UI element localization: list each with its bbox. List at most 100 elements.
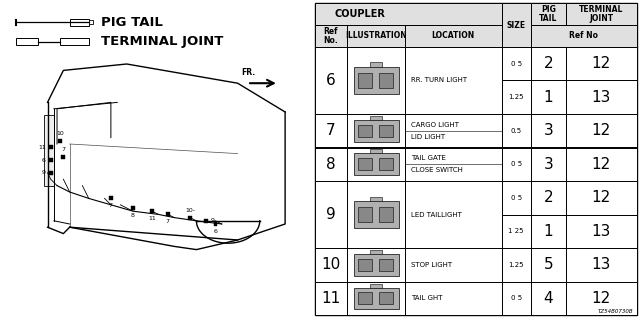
Text: 12: 12 (592, 291, 611, 306)
Bar (531, 215, 566, 248)
Text: Ref No: Ref No (569, 31, 598, 40)
Bar (566, 47, 637, 80)
Bar (315, 181, 347, 248)
Bar (353, 201, 399, 228)
Text: TZ54B0730B: TZ54B0730B (598, 308, 634, 314)
Text: 12: 12 (592, 56, 611, 71)
Bar (502, 248, 531, 282)
Text: 0.5: 0.5 (511, 128, 522, 134)
Bar (58, 139, 62, 143)
Text: SIZE: SIZE (506, 20, 525, 29)
Bar (214, 222, 218, 226)
Bar (566, 282, 637, 315)
Bar (358, 73, 372, 88)
Text: 0 5: 0 5 (511, 295, 522, 301)
Text: 11: 11 (148, 216, 156, 221)
Text: 1 25: 1 25 (508, 228, 524, 234)
Text: 1: 1 (543, 224, 553, 239)
Bar (531, 282, 566, 315)
Bar (44, 115, 54, 186)
Bar (566, 80, 637, 114)
Bar (353, 153, 399, 175)
Text: 6: 6 (326, 73, 336, 88)
Text: 11: 11 (321, 291, 340, 306)
Bar (315, 148, 347, 181)
Bar (315, 25, 347, 47)
Text: 7: 7 (61, 147, 65, 152)
Text: 3: 3 (543, 123, 553, 138)
Bar (405, 248, 502, 282)
Bar (347, 25, 405, 47)
Bar (370, 284, 383, 288)
Text: 10: 10 (321, 257, 340, 272)
Bar (405, 47, 502, 114)
Text: 1.25: 1.25 (508, 262, 524, 268)
Text: 2: 2 (543, 56, 553, 71)
Text: 8: 8 (131, 213, 135, 218)
Bar (166, 212, 170, 216)
Bar (358, 292, 372, 304)
Bar (70, 19, 89, 26)
Bar (502, 47, 531, 80)
Text: 13: 13 (592, 257, 611, 272)
Text: 10: 10 (56, 131, 64, 136)
Text: 13: 13 (592, 224, 611, 239)
Bar (502, 181, 531, 215)
Bar (566, 114, 637, 148)
Bar (502, 114, 531, 148)
Bar (502, 3, 531, 47)
Bar (380, 125, 393, 137)
Bar (405, 114, 502, 148)
Text: PIG
TAIL: PIG TAIL (539, 5, 557, 23)
Bar (347, 148, 405, 181)
Bar (315, 47, 347, 114)
Bar (380, 292, 393, 304)
Text: 2: 2 (543, 190, 553, 205)
Text: 6: 6 (214, 229, 218, 234)
Text: LID LIGHT: LID LIGHT (412, 134, 445, 140)
Bar (109, 196, 113, 200)
Text: COUPLER: COUPLER (335, 9, 385, 19)
Bar (566, 181, 637, 215)
Bar (347, 181, 405, 248)
Text: 12: 12 (592, 123, 611, 138)
Bar (89, 20, 93, 24)
Bar (502, 80, 531, 114)
Text: 9: 9 (42, 170, 46, 175)
Text: 7: 7 (326, 123, 336, 138)
Text: ILLUSTRATION: ILLUSTRATION (345, 31, 407, 40)
Text: 8: 8 (326, 157, 336, 172)
Bar (61, 155, 65, 159)
Bar (347, 248, 405, 282)
Text: 1.25: 1.25 (508, 94, 524, 100)
Bar (566, 248, 637, 282)
Bar (370, 250, 383, 254)
Bar (380, 259, 393, 271)
Bar (531, 25, 637, 47)
Bar (531, 114, 566, 148)
Text: CLOSE SWITCH: CLOSE SWITCH (412, 167, 463, 173)
Text: STOP LIGHT: STOP LIGHT (412, 262, 452, 268)
Text: 0 5: 0 5 (511, 195, 522, 201)
Bar (380, 207, 393, 222)
Bar (315, 282, 347, 315)
Bar (353, 254, 399, 276)
Bar (531, 181, 566, 215)
Bar (358, 207, 372, 222)
Bar (347, 114, 405, 148)
Text: 12: 12 (592, 157, 611, 172)
Text: 12: 12 (592, 190, 611, 205)
Bar (502, 148, 531, 181)
Bar (347, 282, 405, 315)
Text: 5: 5 (543, 257, 553, 272)
Text: 0 5: 0 5 (511, 161, 522, 167)
Text: TAIL GHT: TAIL GHT (412, 295, 443, 301)
Bar (502, 282, 531, 315)
Bar (531, 47, 566, 80)
Text: LED TAILLIGHT: LED TAILLIGHT (412, 212, 462, 218)
Text: 13: 13 (592, 90, 611, 105)
Bar (353, 288, 399, 309)
Text: CARGO LIGHT: CARGO LIGHT (412, 122, 460, 128)
Bar (188, 216, 192, 220)
Bar (358, 125, 372, 137)
